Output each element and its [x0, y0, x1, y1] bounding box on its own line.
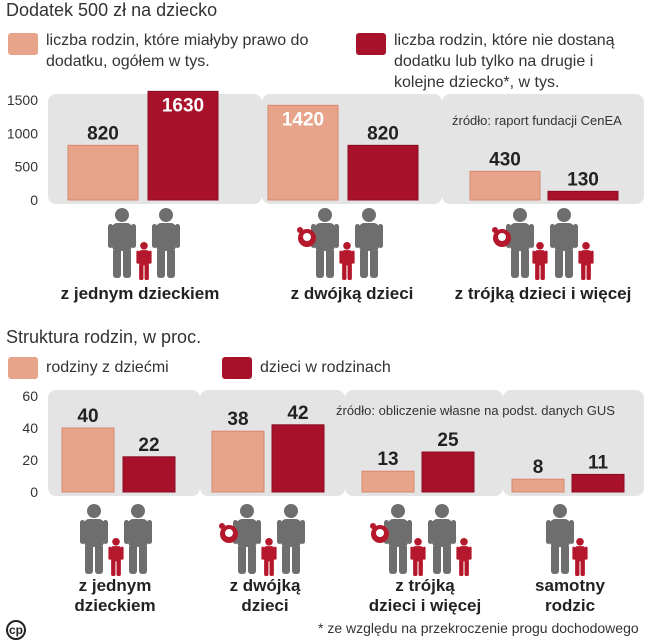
bar — [61, 427, 115, 493]
father-icon — [277, 504, 305, 574]
y-tick-label: 20 — [22, 452, 38, 468]
mother-icon — [506, 208, 534, 278]
child-icon — [136, 242, 152, 280]
child-icon — [456, 538, 472, 576]
child-icon — [532, 242, 548, 280]
child-icon — [108, 538, 124, 576]
bar — [361, 470, 415, 493]
chart1-legend-swatch-dark — [356, 33, 386, 55]
chart2-category-label-line: z jednym — [78, 576, 152, 595]
chart1-legend-swatch-light — [8, 33, 38, 55]
bar — [469, 170, 541, 201]
chart1-family-icons — [108, 208, 594, 280]
chart2-plot: 0 20 40 60 40 38 13 8 22 42 25 11 — [22, 388, 644, 500]
child-icon — [339, 242, 355, 280]
baby-icon — [370, 523, 389, 543]
chart2-category-label-line: samotny — [535, 576, 605, 595]
bar — [147, 90, 219, 201]
chart2-legend-swatch-light — [8, 357, 38, 379]
child-icon — [410, 538, 426, 576]
chart1-category-label: z trójką dzieci i więcej — [454, 284, 632, 303]
father-icon — [355, 208, 383, 278]
data-label: 22 — [138, 435, 159, 456]
chart2-legend-dark: dzieci w rodzinach — [260, 359, 391, 376]
chart2-category-label-line: rodzic — [544, 596, 596, 615]
mother-icon — [311, 208, 339, 278]
bar — [271, 424, 325, 493]
chart1-legend-dark: liczba rodzin, które nie dostaną dodatku… — [394, 32, 615, 91]
bar — [267, 104, 339, 201]
chart2-title: Struktura rodzin, w proc. — [6, 327, 202, 347]
father-icon — [550, 208, 578, 278]
y-tick-label: 1500 — [7, 92, 38, 108]
category-panel — [503, 390, 644, 496]
father-icon — [124, 504, 152, 574]
bar — [421, 451, 475, 493]
data-label: 42 — [287, 403, 308, 424]
bar — [67, 144, 139, 201]
data-label: 25 — [437, 430, 459, 451]
bar — [122, 456, 176, 493]
y-tick-label: 40 — [22, 420, 38, 436]
chart2-category-label-line: dzieci — [241, 596, 289, 615]
data-label: 40 — [77, 406, 98, 427]
bar — [571, 473, 625, 493]
parent-icon — [546, 504, 574, 574]
father-icon — [152, 208, 180, 278]
data-label: 38 — [227, 409, 248, 430]
baby-icon — [219, 523, 238, 543]
mother-icon — [384, 504, 412, 574]
bar — [547, 190, 619, 201]
y-tick-label: 0 — [30, 484, 38, 500]
chart2-category-label: z trójką dzieci i więcej — [345, 576, 505, 616]
data-label: 430 — [489, 149, 521, 170]
y-tick-label: 500 — [15, 159, 39, 175]
data-label: 1630 — [162, 95, 204, 116]
cc-logo: cp — [6, 620, 26, 640]
chart2-source: źródło: obliczenie własne na podst. dany… — [336, 403, 615, 418]
data-label: 8 — [533, 457, 544, 478]
chart2-category-label-line: z dwójką — [229, 576, 301, 595]
mother-icon — [108, 208, 136, 278]
baby-icon — [492, 227, 511, 247]
y-tick-label: 1000 — [7, 125, 38, 141]
data-label: 13 — [377, 449, 398, 470]
chart1-plot: 0 500 1000 1500 820 1420 430 1630 820 130 — [7, 90, 644, 208]
child-icon — [572, 538, 588, 576]
chart2-category-label-line: z trójką — [395, 576, 455, 595]
chart1-title: Dodatek 500 zł na dziecko — [6, 0, 218, 20]
chart2-category-label: samotny rodzic — [510, 576, 630, 616]
bar — [347, 144, 419, 201]
data-label: 11 — [588, 452, 609, 473]
chart2-category-label-line: dzieckiem — [74, 596, 156, 615]
chart1-legend-light: liczba rodzin, które miałyby prawo do do… — [46, 32, 309, 70]
data-label: 820 — [367, 123, 399, 144]
chart2-legend-light: rodziny z dziećmi — [46, 359, 169, 376]
father-icon — [428, 504, 456, 574]
chart1-category-label: z jednym dzieckiem — [60, 284, 220, 303]
y-tick-label: 0 — [30, 192, 38, 208]
mother-icon — [80, 504, 108, 574]
data-label: 1420 — [282, 109, 324, 130]
chart2-legend-swatch-dark — [222, 357, 252, 379]
chart2-category-label: z dwójką dzieci — [195, 576, 335, 616]
data-label: 820 — [87, 123, 119, 144]
child-icon — [578, 242, 594, 280]
logo-letters: cp — [6, 620, 26, 640]
chart1-category-label: z dwójką dzieci — [290, 284, 414, 303]
footnote: * ze względu na przekroczenie progu doch… — [318, 620, 639, 636]
child-icon — [261, 538, 277, 576]
chart2-category-label-line: dzieci i więcej — [368, 596, 482, 615]
chart1-source: źródło: raport fundacji CenEA — [452, 113, 622, 128]
baby-icon — [297, 227, 316, 247]
y-tick-label: 60 — [22, 388, 38, 404]
mother-icon — [233, 504, 261, 574]
chart2-family-icons — [80, 504, 588, 576]
chart2-category-label: z jednym dzieckiem — [40, 576, 190, 616]
data-label: 130 — [567, 169, 599, 190]
bar — [511, 478, 565, 493]
bar — [211, 430, 265, 493]
